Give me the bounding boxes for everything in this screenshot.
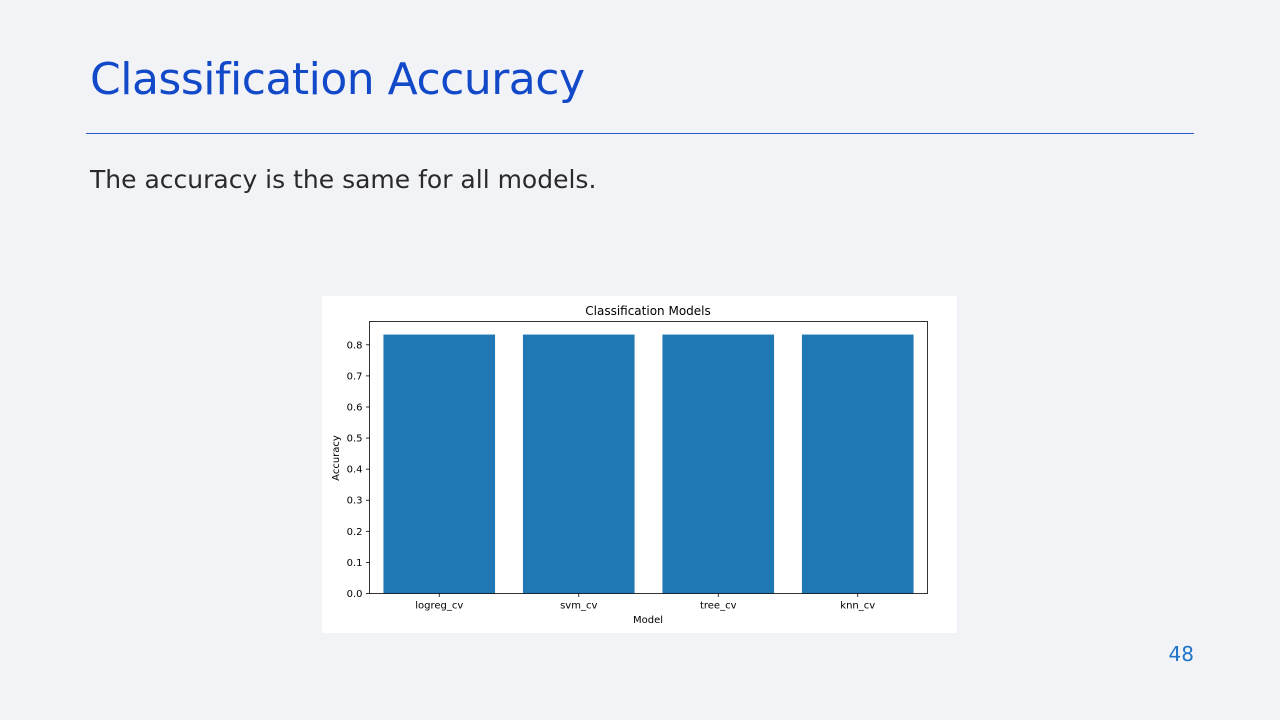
y-tick-label: 0.8	[347, 340, 363, 351]
y-tick-label: 0.4	[347, 465, 363, 476]
title-divider	[86, 133, 1194, 134]
bars-group	[383, 334, 914, 594]
bar-knn-cv	[801, 334, 914, 594]
x-axis-ticks: logreg_cv svm_cv tree_cv knn_cv	[415, 593, 875, 612]
y-tick-label: 0.3	[347, 496, 363, 507]
y-axis-label: Accuracy	[331, 435, 342, 481]
bar-svm-cv	[522, 334, 635, 594]
y-axis-ticks: 0.0 0.1 0.2 0.3 0.4 0.5 0.6 0.7 0.8	[347, 340, 370, 600]
x-axis-label: Model	[633, 615, 663, 626]
y-tick-label: 0.5	[347, 434, 363, 445]
axes-frame	[369, 321, 928, 594]
y-tick-label: 0.0	[347, 589, 363, 600]
chart-panel: Classification Models 0.0 0.1 0.2 0.3 0.4 0.5…	[322, 296, 957, 633]
x-tick-label: logreg_cv	[415, 601, 463, 612]
slide-title: Classification Accuracy	[90, 54, 585, 105]
bar-logreg-cv	[383, 334, 496, 594]
y-tick-label: 0.6	[347, 402, 363, 413]
y-tick-label: 0.1	[347, 558, 363, 569]
chart-title: Classification Models	[585, 304, 711, 318]
page-number: 48	[1168, 642, 1194, 666]
bar-tree-cv	[662, 334, 775, 594]
bar-chart: Classification Models 0.0 0.1 0.2 0.3 0.4 0.5…	[331, 304, 928, 626]
slide-body-text: The accuracy is the same for all models.	[90, 165, 597, 194]
x-tick-label: tree_cv	[700, 601, 737, 612]
x-tick-label: knn_cv	[840, 601, 875, 612]
y-tick-label: 0.7	[347, 371, 363, 382]
y-tick-label: 0.2	[347, 527, 363, 538]
x-tick-label: svm_cv	[560, 601, 597, 612]
